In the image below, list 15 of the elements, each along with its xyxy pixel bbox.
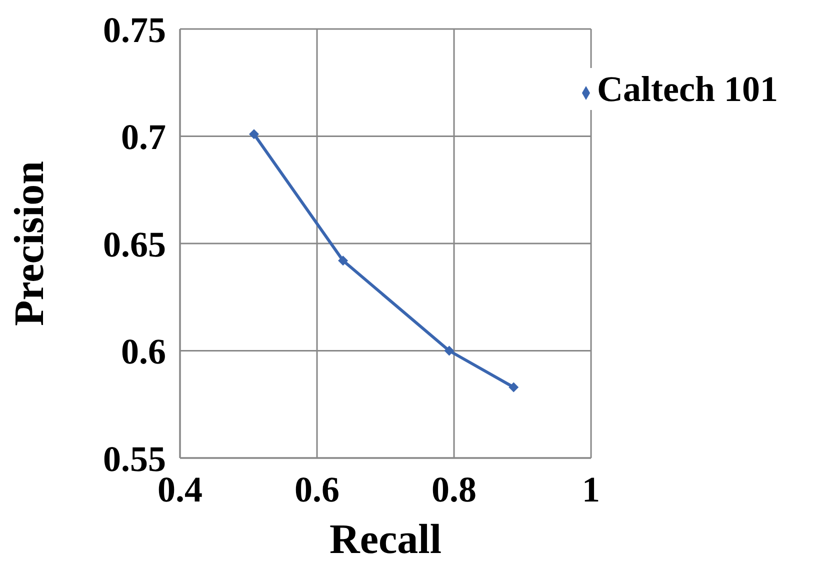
point	[444, 346, 454, 356]
x-tick-label: 0.8	[432, 470, 477, 510]
point	[248, 129, 259, 140]
y-tick-label: 0.6	[121, 332, 166, 372]
legend-label: Caltech 101	[597, 69, 778, 109]
x-axis-title: Recall	[330, 517, 442, 563]
y-tick-label: 0.7	[121, 117, 166, 158]
y-tick-label: 0.65	[103, 224, 166, 264]
y-tick-label: 0.75	[103, 10, 166, 50]
y-axis-title: Precision	[6, 161, 53, 326]
point	[338, 256, 348, 266]
x-tick-label: 0.6	[294, 470, 340, 510]
point	[508, 382, 519, 392]
x-tick-label: 1	[582, 470, 600, 510]
y-tick-label: 0.55	[103, 438, 166, 479]
